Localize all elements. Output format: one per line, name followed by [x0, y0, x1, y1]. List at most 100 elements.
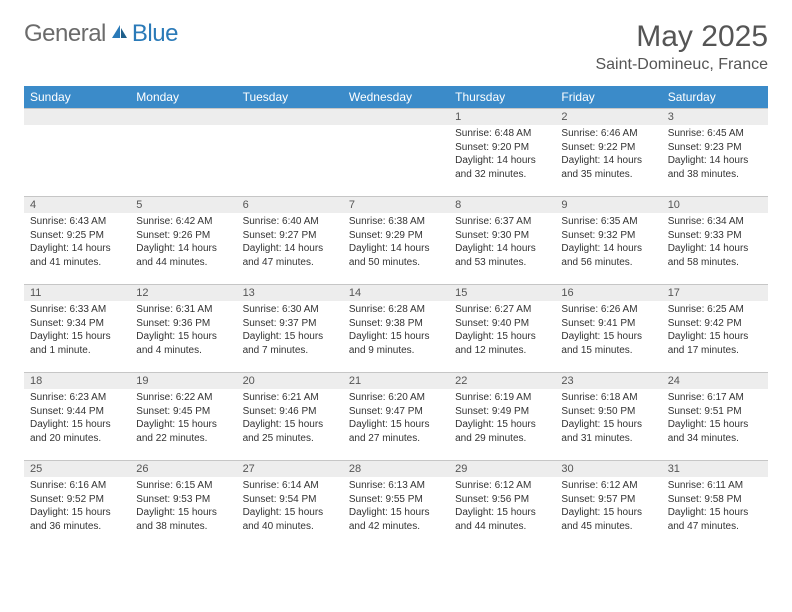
- day-details: Sunrise: 6:22 AMSunset: 9:45 PMDaylight:…: [130, 389, 236, 449]
- day-details: Sunrise: 6:38 AMSunset: 9:29 PMDaylight:…: [343, 213, 449, 273]
- day-number: 20: [237, 373, 343, 389]
- day-number: 14: [343, 285, 449, 301]
- day-details: Sunrise: 6:43 AMSunset: 9:25 PMDaylight:…: [24, 213, 130, 273]
- day-details: Sunrise: 6:45 AMSunset: 9:23 PMDaylight:…: [662, 125, 768, 185]
- calendar-cell: 26Sunrise: 6:15 AMSunset: 9:53 PMDayligh…: [130, 461, 236, 549]
- logo: General Blue: [24, 20, 178, 48]
- calendar-cell: 12Sunrise: 6:31 AMSunset: 9:36 PMDayligh…: [130, 285, 236, 373]
- weekday-header: Tuesday: [237, 86, 343, 109]
- calendar-cell: 9Sunrise: 6:35 AMSunset: 9:32 PMDaylight…: [555, 197, 661, 285]
- day-number: 21: [343, 373, 449, 389]
- calendar-row: 1Sunrise: 6:48 AMSunset: 9:20 PMDaylight…: [24, 109, 768, 197]
- day-details: Sunrise: 6:30 AMSunset: 9:37 PMDaylight:…: [237, 301, 343, 361]
- weekday-header-row: Sunday Monday Tuesday Wednesday Thursday…: [24, 86, 768, 109]
- day-number: 25: [24, 461, 130, 477]
- calendar-cell: 19Sunrise: 6:22 AMSunset: 9:45 PMDayligh…: [130, 373, 236, 461]
- day-number: 19: [130, 373, 236, 389]
- weekday-header: Thursday: [449, 86, 555, 109]
- day-number: 22: [449, 373, 555, 389]
- day-details: Sunrise: 6:17 AMSunset: 9:51 PMDaylight:…: [662, 389, 768, 449]
- day-number: 1: [449, 109, 555, 125]
- day-number: 23: [555, 373, 661, 389]
- day-number: 8: [449, 197, 555, 213]
- day-number: 5: [130, 197, 236, 213]
- day-number: 2: [555, 109, 661, 125]
- calendar-cell: 2Sunrise: 6:46 AMSunset: 9:22 PMDaylight…: [555, 109, 661, 197]
- day-number: 4: [24, 197, 130, 213]
- logo-text-general: General: [24, 20, 106, 48]
- day-details: Sunrise: 6:19 AMSunset: 9:49 PMDaylight:…: [449, 389, 555, 449]
- header: General Blue May 2025 Saint-Domineuc, Fr…: [24, 20, 768, 74]
- calendar-cell: 21Sunrise: 6:20 AMSunset: 9:47 PMDayligh…: [343, 373, 449, 461]
- day-number: 9: [555, 197, 661, 213]
- calendar-cell: 13Sunrise: 6:30 AMSunset: 9:37 PMDayligh…: [237, 285, 343, 373]
- day-number: 15: [449, 285, 555, 301]
- calendar-cell: 20Sunrise: 6:21 AMSunset: 9:46 PMDayligh…: [237, 373, 343, 461]
- day-number: 3: [662, 109, 768, 125]
- calendar-cell: 10Sunrise: 6:34 AMSunset: 9:33 PMDayligh…: [662, 197, 768, 285]
- day-number: 17: [662, 285, 768, 301]
- day-details: Sunrise: 6:27 AMSunset: 9:40 PMDaylight:…: [449, 301, 555, 361]
- day-number: 10: [662, 197, 768, 213]
- calendar-row: 4Sunrise: 6:43 AMSunset: 9:25 PMDaylight…: [24, 197, 768, 285]
- calendar-row: 11Sunrise: 6:33 AMSunset: 9:34 PMDayligh…: [24, 285, 768, 373]
- day-details: Sunrise: 6:46 AMSunset: 9:22 PMDaylight:…: [555, 125, 661, 185]
- calendar-cell: 31Sunrise: 6:11 AMSunset: 9:58 PMDayligh…: [662, 461, 768, 549]
- day-details: Sunrise: 6:31 AMSunset: 9:36 PMDaylight:…: [130, 301, 236, 361]
- weekday-header: Friday: [555, 86, 661, 109]
- calendar-cell: 5Sunrise: 6:42 AMSunset: 9:26 PMDaylight…: [130, 197, 236, 285]
- day-number: [237, 109, 343, 125]
- calendar-cell: [24, 109, 130, 197]
- day-details: Sunrise: 6:12 AMSunset: 9:56 PMDaylight:…: [449, 477, 555, 537]
- day-details: Sunrise: 6:28 AMSunset: 9:38 PMDaylight:…: [343, 301, 449, 361]
- calendar-cell: 29Sunrise: 6:12 AMSunset: 9:56 PMDayligh…: [449, 461, 555, 549]
- calendar-cell: 25Sunrise: 6:16 AMSunset: 9:52 PMDayligh…: [24, 461, 130, 549]
- day-number: 28: [343, 461, 449, 477]
- day-details: Sunrise: 6:21 AMSunset: 9:46 PMDaylight:…: [237, 389, 343, 449]
- day-details: Sunrise: 6:18 AMSunset: 9:50 PMDaylight:…: [555, 389, 661, 449]
- day-details: Sunrise: 6:33 AMSunset: 9:34 PMDaylight:…: [24, 301, 130, 361]
- day-number: 29: [449, 461, 555, 477]
- day-details: Sunrise: 6:16 AMSunset: 9:52 PMDaylight:…: [24, 477, 130, 537]
- calendar-cell: 23Sunrise: 6:18 AMSunset: 9:50 PMDayligh…: [555, 373, 661, 461]
- calendar-cell: 6Sunrise: 6:40 AMSunset: 9:27 PMDaylight…: [237, 197, 343, 285]
- day-number: [343, 109, 449, 125]
- day-details: Sunrise: 6:48 AMSunset: 9:20 PMDaylight:…: [449, 125, 555, 185]
- calendar-cell: 24Sunrise: 6:17 AMSunset: 9:51 PMDayligh…: [662, 373, 768, 461]
- title-block: May 2025 Saint-Domineuc, France: [595, 20, 768, 74]
- day-details: Sunrise: 6:23 AMSunset: 9:44 PMDaylight:…: [24, 389, 130, 449]
- calendar-cell: 22Sunrise: 6:19 AMSunset: 9:49 PMDayligh…: [449, 373, 555, 461]
- logo-text-blue: Blue: [132, 20, 178, 48]
- day-details: [24, 125, 130, 131]
- location: Saint-Domineuc, France: [595, 56, 768, 74]
- day-details: Sunrise: 6:37 AMSunset: 9:30 PMDaylight:…: [449, 213, 555, 273]
- calendar-cell: [343, 109, 449, 197]
- weekday-header: Saturday: [662, 86, 768, 109]
- calendar-cell: 11Sunrise: 6:33 AMSunset: 9:34 PMDayligh…: [24, 285, 130, 373]
- day-details: Sunrise: 6:26 AMSunset: 9:41 PMDaylight:…: [555, 301, 661, 361]
- calendar-cell: 8Sunrise: 6:37 AMSunset: 9:30 PMDaylight…: [449, 197, 555, 285]
- calendar-cell: [130, 109, 236, 197]
- calendar-cell: 14Sunrise: 6:28 AMSunset: 9:38 PMDayligh…: [343, 285, 449, 373]
- calendar-table: Sunday Monday Tuesday Wednesday Thursday…: [24, 86, 768, 549]
- day-number: [24, 109, 130, 125]
- day-details: Sunrise: 6:12 AMSunset: 9:57 PMDaylight:…: [555, 477, 661, 537]
- calendar-cell: 17Sunrise: 6:25 AMSunset: 9:42 PMDayligh…: [662, 285, 768, 373]
- day-number: 18: [24, 373, 130, 389]
- day-number: 11: [24, 285, 130, 301]
- day-details: Sunrise: 6:11 AMSunset: 9:58 PMDaylight:…: [662, 477, 768, 537]
- day-number: [130, 109, 236, 125]
- weekday-header: Wednesday: [343, 86, 449, 109]
- calendar-cell: 4Sunrise: 6:43 AMSunset: 9:25 PMDaylight…: [24, 197, 130, 285]
- calendar-body: 1Sunrise: 6:48 AMSunset: 9:20 PMDaylight…: [24, 109, 768, 549]
- day-details: Sunrise: 6:14 AMSunset: 9:54 PMDaylight:…: [237, 477, 343, 537]
- calendar-cell: 30Sunrise: 6:12 AMSunset: 9:57 PMDayligh…: [555, 461, 661, 549]
- logo-sail-icon: [110, 23, 128, 46]
- calendar-row: 25Sunrise: 6:16 AMSunset: 9:52 PMDayligh…: [24, 461, 768, 549]
- day-number: 6: [237, 197, 343, 213]
- day-details: Sunrise: 6:15 AMSunset: 9:53 PMDaylight:…: [130, 477, 236, 537]
- day-details: Sunrise: 6:35 AMSunset: 9:32 PMDaylight:…: [555, 213, 661, 273]
- day-number: 27: [237, 461, 343, 477]
- day-number: 26: [130, 461, 236, 477]
- day-details: [130, 125, 236, 131]
